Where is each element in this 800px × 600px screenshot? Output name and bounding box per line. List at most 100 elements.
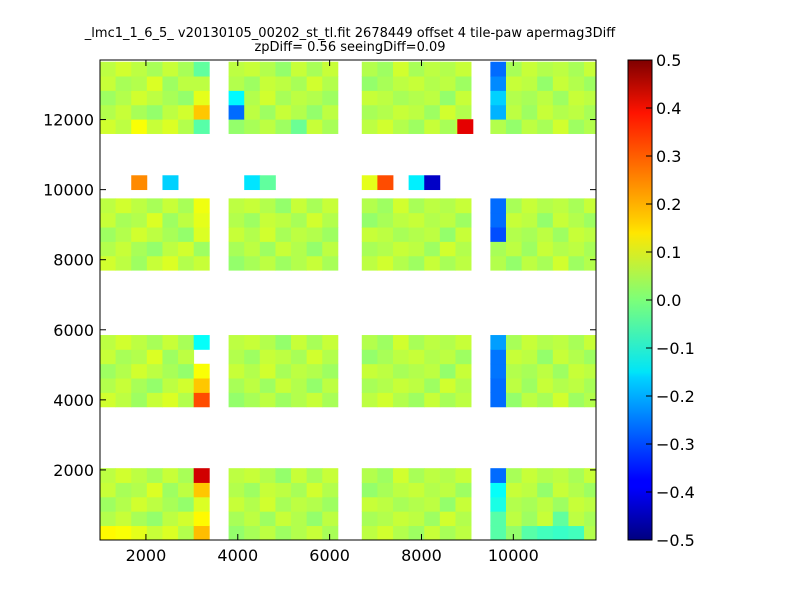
heatmap-cell [115, 241, 132, 257]
heatmap-cell [115, 61, 132, 77]
heatmap-cell [146, 525, 163, 541]
heatmap-cell [259, 378, 276, 393]
heatmap-cell [568, 525, 585, 541]
heatmap-cell [424, 104, 441, 120]
heatmap-cell [275, 482, 292, 498]
heatmap-cell [521, 335, 538, 350]
heatmap-cell [291, 468, 308, 483]
heatmap-cell [552, 349, 569, 365]
heatmap-cell [291, 61, 308, 77]
heatmap-cell [162, 90, 179, 106]
heatmap-cell [178, 227, 195, 242]
heatmap-cell [393, 198, 410, 214]
heatmap-cell [408, 227, 425, 242]
heatmap-cell [361, 363, 378, 379]
heatmap-cell [275, 90, 292, 106]
heatmap-cell [115, 496, 132, 512]
heatmap-cell [291, 119, 308, 134]
heatmap-cell [306, 496, 323, 512]
heatmap-cell [361, 496, 378, 512]
heatmap-cell [306, 241, 323, 257]
heatmap-cell [552, 241, 569, 257]
heatmap-cell [193, 104, 210, 120]
heatmap-cell [439, 349, 456, 365]
heatmap-cell [552, 119, 569, 134]
heatmap-cell [505, 104, 522, 120]
heatmap-cell [490, 335, 507, 350]
heatmap-cell [521, 255, 538, 271]
heatmap-cell [306, 378, 323, 393]
heatmap-cell [490, 363, 507, 379]
heatmap-cell [115, 511, 132, 527]
heatmap-cell [146, 76, 163, 91]
heatmap-cell [259, 255, 276, 271]
heatmap-cell [244, 378, 261, 393]
heatmap-cell [439, 212, 456, 228]
heatmap-cell [100, 496, 117, 512]
heatmap-cell [568, 349, 585, 365]
heatmap-cell [259, 363, 276, 379]
heatmap-cell [584, 198, 597, 214]
heatmap-cell [361, 511, 378, 527]
heatmap-cell [393, 335, 410, 350]
heatmap-cell [115, 335, 132, 350]
heatmap-cell [259, 335, 276, 350]
heatmap-cell [115, 349, 132, 365]
heatmap-cell [393, 378, 410, 393]
heatmap-cell [244, 525, 261, 541]
heatmap-cell [490, 255, 507, 271]
x-tick-label: 2000 [126, 546, 167, 565]
heatmap-cell [377, 76, 394, 91]
heatmap-cell [100, 511, 117, 527]
heatmap-cell [505, 335, 522, 350]
heatmap-cell [306, 349, 323, 365]
heatmap-cell [291, 212, 308, 228]
heatmap-cell [424, 392, 441, 408]
heatmap-cell [291, 482, 308, 498]
colorbar-tick-label: 0.2 [656, 195, 681, 214]
heatmap-cell [361, 255, 378, 271]
heatmap-cell [244, 496, 261, 512]
heatmap-cell [100, 104, 117, 120]
heatmap-cell [424, 119, 441, 134]
heatmap-cell [259, 496, 276, 512]
heatmap-cell [178, 198, 195, 214]
y-tick-label: 4000 [53, 391, 94, 410]
heatmap-cell [455, 198, 472, 214]
heatmap-cell [537, 119, 554, 134]
heatmap-cell [568, 255, 585, 271]
y-tick-label: 10000 [43, 181, 94, 200]
heatmap-cell [146, 363, 163, 379]
heatmap-cell [521, 212, 538, 228]
heatmap-cell [537, 511, 554, 527]
heatmap-cell [424, 363, 441, 379]
heatmap-cell [322, 349, 339, 365]
heatmap-cell [505, 468, 522, 483]
heatmap-cell [537, 496, 554, 512]
heatmap-cell [306, 76, 323, 91]
heatmap-cell [408, 255, 425, 271]
heatmap-cell [584, 335, 597, 350]
heatmap-cell [552, 90, 569, 106]
heatmap-cell [439, 378, 456, 393]
heatmap-cell [131, 525, 148, 541]
heatmap-cell [424, 482, 441, 498]
heatmap-cell [377, 119, 394, 134]
chart-title: _lmc1_1_6_5_ v20130105_00202_st_tl.fit 2… [84, 26, 616, 41]
colorbar-tick-label: −0.1 [656, 339, 695, 358]
heatmap-cell [178, 335, 195, 350]
heatmap-cell [455, 255, 472, 271]
heatmap-cell [377, 198, 394, 214]
heatmap-cell [505, 511, 522, 527]
heatmap-cell [131, 241, 148, 257]
heatmap-cell [490, 119, 507, 134]
heatmap-cell [424, 335, 441, 350]
heatmap-cell [275, 468, 292, 483]
heatmap-cell [408, 61, 425, 77]
heatmap-cell [537, 335, 554, 350]
heatmap-cell [455, 335, 472, 350]
heatmap-cell [306, 227, 323, 242]
heatmap-cell [505, 212, 522, 228]
heatmap-cell [521, 511, 538, 527]
heatmap-cell [228, 76, 245, 91]
